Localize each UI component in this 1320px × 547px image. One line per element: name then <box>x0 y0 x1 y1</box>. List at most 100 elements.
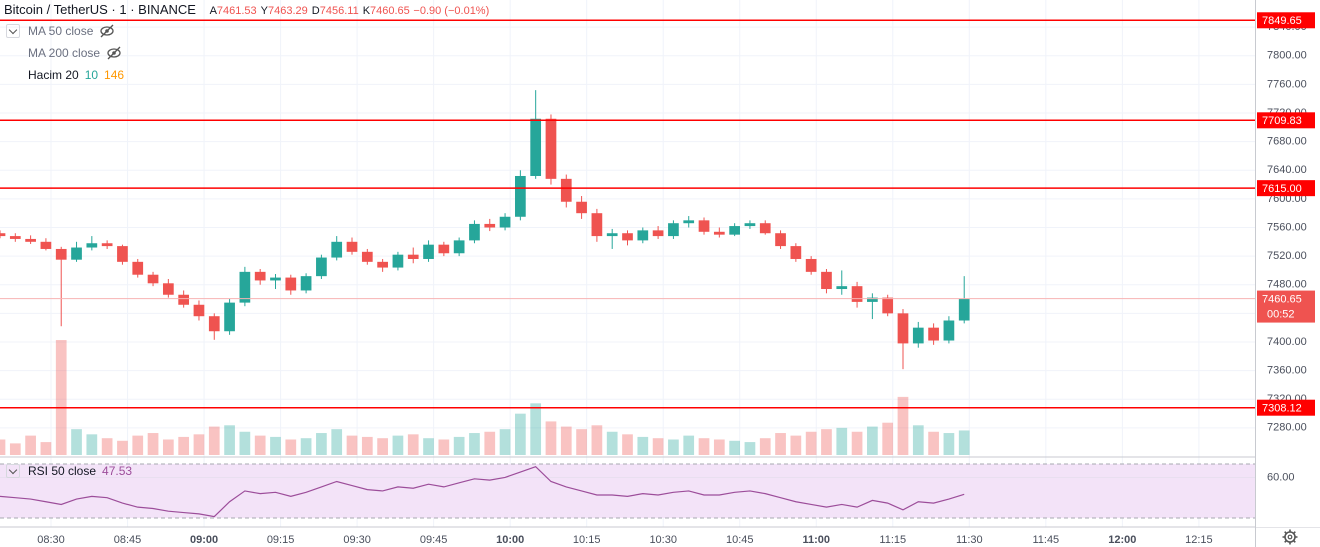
collapse-button[interactable] <box>6 464 20 478</box>
candle-body <box>928 327 939 341</box>
candle-body <box>254 271 266 281</box>
ma200-legend[interactable]: MA 200 close <box>28 46 122 60</box>
countdown-label: 00:52 <box>1267 308 1295 320</box>
volume-bar <box>316 433 327 455</box>
candle-body <box>683 220 695 224</box>
collapse-button[interactable] <box>6 24 20 38</box>
x-tick-label: 10:30 <box>649 534 677 546</box>
price-axis <box>1256 0 1320 527</box>
volume-bar <box>25 435 36 455</box>
candle-body <box>790 246 802 259</box>
y-tick-label: 7520.00 <box>1267 250 1307 262</box>
volume-bar <box>897 396 909 455</box>
candle-body <box>346 241 358 252</box>
volume-bar <box>55 340 67 455</box>
candle-body <box>897 313 909 344</box>
volume-bar <box>805 431 817 455</box>
x-tick-label: 12:15 <box>1185 534 1213 546</box>
settings-icon[interactable] <box>1282 529 1298 545</box>
candle-body <box>943 320 955 341</box>
volume-bar <box>591 425 603 455</box>
volume-bar <box>178 436 190 455</box>
x-tick-label: 08:30 <box>37 534 65 546</box>
candle-body <box>162 283 174 295</box>
x-tick-label: 11:45 <box>1032 534 1059 546</box>
axis-labels: 08:30 08:45 09:00 09:15 09:30 09:45 10:00 10:15… <box>37 12 1315 546</box>
volume-bar <box>147 433 159 455</box>
candle-body <box>438 244 450 254</box>
volume-bar <box>86 434 98 455</box>
volume-bar <box>193 434 205 455</box>
y-tick-label: 7760.00 <box>1267 78 1307 90</box>
level-label-bg <box>1257 112 1315 129</box>
candle-body <box>9 236 21 239</box>
volume-bar <box>576 429 587 455</box>
level-label-bg <box>1257 399 1315 416</box>
candle-body <box>836 286 848 290</box>
volume-bar <box>622 434 633 455</box>
ma50-legend[interactable]: MA 50 close <box>6 24 115 38</box>
volume-bar <box>423 438 434 455</box>
ohlc-value: 7463.29 <box>268 5 308 17</box>
header: Bitcoin / TetherUS · 1 · BINANCE A7461.5… <box>4 2 489 17</box>
candle-body <box>759 223 771 234</box>
y-tick-label: 7280.00 <box>1267 422 1307 434</box>
volume-bar <box>882 422 894 455</box>
candle-body <box>208 316 220 332</box>
volume-bar <box>851 431 863 455</box>
volume <box>0 340 970 455</box>
volume-bar <box>560 426 572 455</box>
candle-body <box>178 294 190 305</box>
candle-body <box>805 258 817 272</box>
candle-body <box>637 230 649 241</box>
ohlc-key: Y <box>260 5 269 17</box>
hidden-icon[interactable] <box>106 46 122 60</box>
volume-bar <box>836 427 848 455</box>
volume-bar <box>790 435 802 455</box>
x-tick-label: 11:15 <box>879 534 906 546</box>
candle-body <box>668 223 679 237</box>
rsi-legend[interactable]: RSI 50 close 47.53 <box>6 464 132 478</box>
candle-body <box>101 243 113 247</box>
volume-bar <box>438 439 450 455</box>
volume-bar <box>270 436 281 455</box>
volume-bar <box>668 439 679 455</box>
candle-body <box>576 201 587 214</box>
y-tick-label: 7560.00 <box>1267 221 1307 233</box>
candle-body <box>545 118 557 179</box>
symbol: Bitcoin / TetherUS · 1 · BINANCE <box>4 2 196 17</box>
candle-body <box>591 213 603 237</box>
candle-body <box>25 238 36 242</box>
volume-bar <box>713 439 725 455</box>
candle-body <box>606 233 618 237</box>
volume-bar <box>821 429 832 455</box>
volume-bar <box>759 438 771 455</box>
levels <box>0 19 1255 409</box>
volume-bar <box>912 425 924 455</box>
hidden-icon[interactable] <box>99 24 115 38</box>
y-tick-label: 7640.00 <box>1267 164 1307 176</box>
y-tick-label: 60.00 <box>1267 471 1295 483</box>
volume-bar <box>346 435 358 455</box>
candle-body <box>40 241 52 249</box>
volume-bar <box>744 442 756 455</box>
volume-legend[interactable]: Hacim 20 10 146 <box>28 68 124 82</box>
level-label: 7849.65 <box>1262 15 1302 27</box>
candle-body <box>912 327 924 344</box>
y-tick-label: 7800.00 <box>1267 50 1307 62</box>
candle-body <box>469 223 480 241</box>
level-label: 7308.12 <box>1262 403 1302 415</box>
volume-bar <box>40 442 52 455</box>
candle-body <box>361 251 373 262</box>
volume-bar <box>683 435 695 455</box>
volume-bar <box>637 436 649 455</box>
volume-bar <box>300 438 312 455</box>
candle-body <box>453 240 465 254</box>
volume-bar <box>224 425 235 455</box>
x-tick-label: 12:00 <box>1108 534 1136 546</box>
candle-body <box>713 231 725 235</box>
candle-body <box>484 223 496 228</box>
